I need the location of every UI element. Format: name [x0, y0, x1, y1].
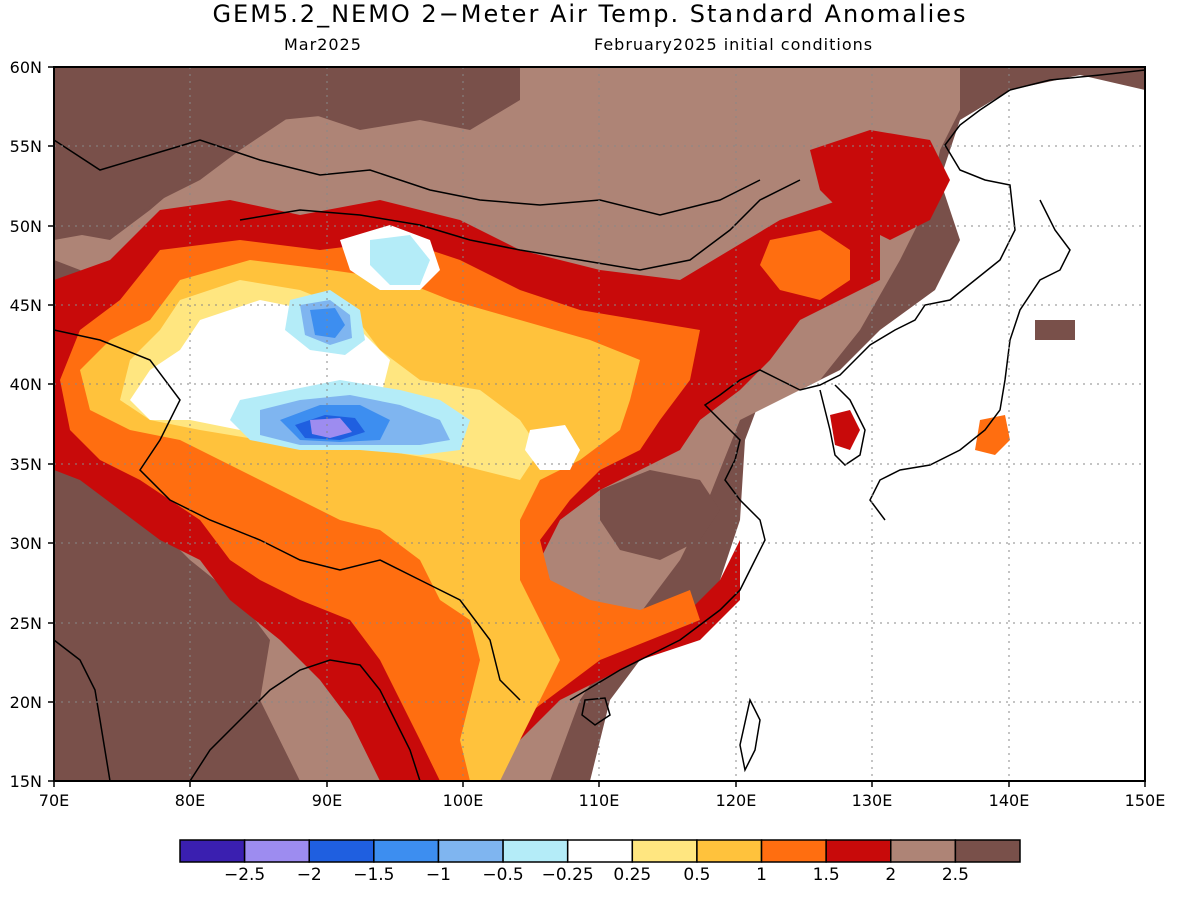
- land-region-neutral-qinghai: [525, 425, 580, 470]
- lon-tick-70e: 70E: [39, 791, 69, 810]
- land-patch-japan-orange: [975, 415, 1010, 455]
- lat-tick-60n: 60N: [10, 58, 42, 77]
- initial-conditions-label: February2025 initial conditions: [594, 35, 874, 54]
- colorbar-swatch: [308, 839, 375, 863]
- coastline-hainan: [581, 697, 611, 726]
- colorbar-label: −1: [426, 865, 451, 885]
- colorbar-swatch: [373, 839, 440, 863]
- colorbar-label: −0.5: [482, 865, 523, 885]
- map-field: [54, 67, 1145, 781]
- land-patch-dark-red-northeast: [810, 130, 950, 240]
- colorbar-labels: −2.5 −2 −1.5 −1 −0.5 −0.25 0.25 0.5 1 1.5 2 2.5: [224, 865, 969, 885]
- colorbar-label: 2.5: [942, 865, 969, 885]
- lat-tick-15n: 15N: [10, 772, 42, 791]
- colorbar-label: 2: [885, 865, 896, 885]
- colorbar-label: 0.5: [683, 865, 710, 885]
- chart-title: GEM5.2_NEMO 2−Meter Air Temp. Standard A…: [212, 0, 968, 28]
- colorbar: [179, 839, 1021, 863]
- lat-tick-55n: 55N: [10, 137, 42, 156]
- longitude-labels: 70E 80E 90E 100E 110E 120E 130E 140E 150…: [39, 791, 1166, 810]
- colorbar-label: −2.5: [224, 865, 265, 885]
- land-patch-japan-brown: [1035, 320, 1075, 340]
- grid-lines: [54, 67, 1145, 781]
- lat-tick-40n: 40N: [10, 375, 42, 394]
- land-patch-dark-north: [54, 67, 520, 240]
- coastline-india-bay: [54, 639, 421, 781]
- land-patch-dark-china: [600, 470, 720, 560]
- border-mongolia: [239, 179, 801, 271]
- colorbar-swatch: [437, 839, 504, 863]
- land-patch-korea: [830, 410, 860, 450]
- colorbar-label: 1: [756, 865, 767, 885]
- lon-tick-80e: 80E: [175, 791, 205, 810]
- land-region-light-cyan-north: [370, 235, 430, 285]
- colorbar-swatch: [566, 839, 634, 863]
- colorbar-label: −1.5: [353, 865, 394, 885]
- colorbar-label: 0.25: [613, 865, 651, 885]
- forecast-month: Mar2025: [284, 35, 362, 54]
- border-russia: [54, 139, 761, 216]
- lon-tick-150e: 150E: [1125, 791, 1166, 810]
- colorbar-swatch: [179, 839, 246, 863]
- colorbar-swatch: [954, 839, 1021, 863]
- lon-tick-140e: 140E: [989, 791, 1030, 810]
- lat-tick-45n: 45N: [10, 296, 42, 315]
- lat-tick-35n: 35N: [10, 455, 42, 474]
- land-region-blue-center: [310, 308, 345, 338]
- lat-tick-25n: 25N: [10, 614, 42, 633]
- colorbar-swatch: [502, 839, 569, 863]
- colorbar-swatch: [243, 839, 310, 863]
- lat-tick-20n: 20N: [10, 693, 42, 712]
- lat-tick-30n: 30N: [10, 534, 42, 553]
- tick-marks: [48, 66, 1146, 787]
- land-patch-dark-india: [54, 470, 270, 781]
- lon-tick-110e: 110E: [579, 791, 620, 810]
- lon-tick-130e: 130E: [852, 791, 893, 810]
- coastline-east-asia: [569, 69, 1145, 701]
- coastline-japan: [869, 199, 1071, 521]
- coastline-taiwan: [739, 697, 761, 773]
- lon-tick-100e: 100E: [443, 791, 484, 810]
- colorbar-swatch: [631, 839, 698, 863]
- colorbar-swatch: [825, 839, 892, 863]
- colorbar-swatch: [760, 839, 827, 863]
- latitude-labels: 15N 20N 25N 30N 35N 40N 45N 50N 55N 60N: [10, 58, 42, 791]
- lon-tick-120e: 120E: [716, 791, 757, 810]
- coastlines: [54, 69, 1145, 781]
- colorbar-label: −2: [297, 865, 322, 885]
- lon-tick-90e: 90E: [312, 791, 342, 810]
- land-patch-orange-northeast: [760, 230, 850, 300]
- coastline-korea: [819, 384, 866, 466]
- colorbar-swatch: [890, 839, 957, 863]
- colorbar-label: 1.5: [813, 865, 840, 885]
- colorbar-swatch: [696, 839, 763, 863]
- lat-tick-50n: 50N: [10, 217, 42, 236]
- colorbar-label: −0.25: [542, 865, 594, 885]
- land-region-lavender: [310, 418, 352, 438]
- border-china-south: [54, 329, 521, 701]
